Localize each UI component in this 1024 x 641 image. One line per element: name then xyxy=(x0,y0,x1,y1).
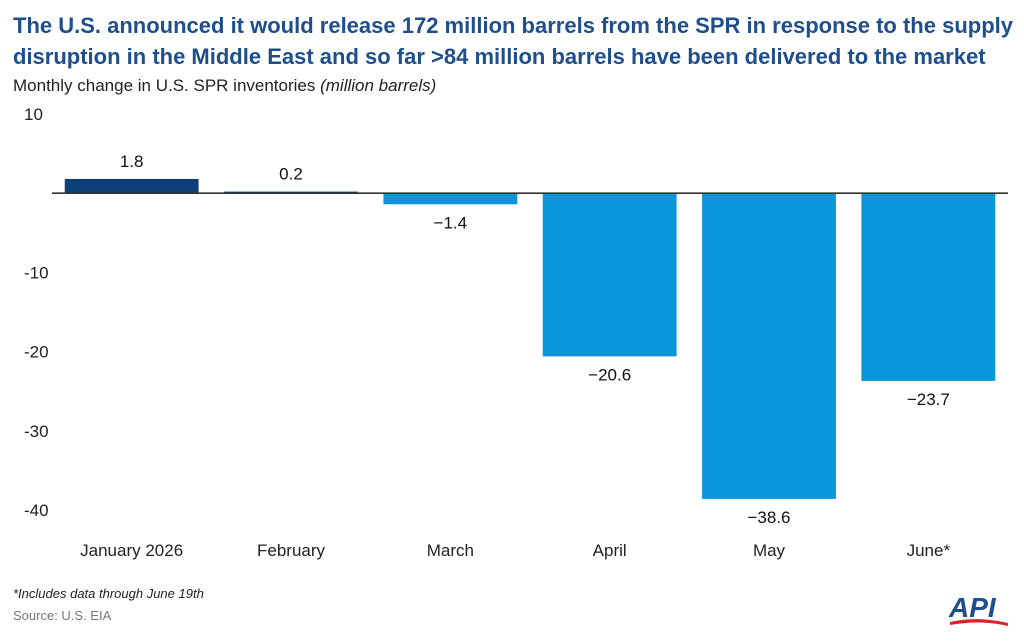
bar xyxy=(542,193,677,357)
bar xyxy=(64,178,199,194)
bar xyxy=(861,193,996,381)
chart-subtitle: Monthly change in U.S. SPR inventories (… xyxy=(13,76,436,96)
bar xyxy=(383,193,518,205)
value-label: 0.2 xyxy=(279,165,303,184)
x-tick-label: March xyxy=(427,541,474,560)
source-note: Source: U.S. EIA xyxy=(13,608,112,623)
value-label: −20.6 xyxy=(588,365,631,384)
y-tick-label: 10 xyxy=(24,105,43,124)
y-tick-label: -40 xyxy=(24,501,49,520)
value-label: −38.6 xyxy=(747,508,790,527)
x-tick-label: January 2026 xyxy=(80,541,183,560)
y-axis-ticks: 10 -10 -20 -30 -40 xyxy=(24,105,49,520)
subtitle-unit: (million barrels) xyxy=(320,76,437,95)
api-logo-text: API xyxy=(948,592,997,623)
bar xyxy=(702,193,836,499)
value-label: −23.7 xyxy=(907,390,950,409)
bars-group xyxy=(64,178,996,499)
x-tick-label: February xyxy=(257,541,326,560)
value-label: 1.8 xyxy=(120,152,144,171)
x-tick-label: June* xyxy=(907,541,951,560)
value-labels: 1.8 0.2 −1.4 −20.6 −38.6 −23.7 xyxy=(120,152,950,527)
x-axis-labels: January 2026 February March April May June* xyxy=(80,541,950,560)
y-tick-label: -30 xyxy=(24,422,49,441)
api-logo: API xyxy=(948,592,1008,626)
y-tick-label: -10 xyxy=(24,263,49,282)
api-logo-swoosh xyxy=(950,619,1008,626)
value-label: −1.4 xyxy=(434,213,468,232)
x-tick-label: May xyxy=(753,541,786,560)
y-tick-label: -20 xyxy=(24,343,49,362)
x-tick-label: April xyxy=(593,541,627,560)
chart-title: The U.S. announced it would release 172 … xyxy=(13,13,1013,69)
footnote: *Includes data through June 19th xyxy=(13,586,204,601)
subtitle-main: Monthly change in U.S. SPR inventories xyxy=(13,76,316,95)
